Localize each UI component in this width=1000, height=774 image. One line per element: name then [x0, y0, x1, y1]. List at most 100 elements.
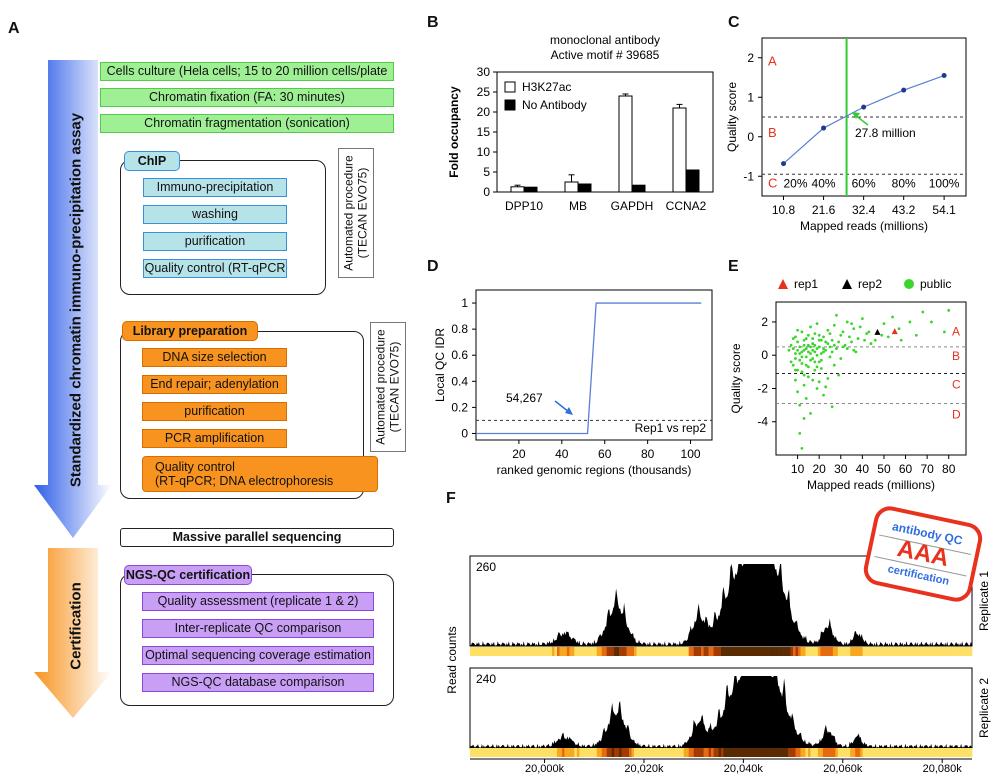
- step-cells-culture: Cells culture (Hela cells; 15 to 20 mill…: [100, 62, 394, 81]
- ngs-step-quality: Quality assessment (replicate 1 & 2): [142, 592, 374, 611]
- chart-f-heat-cell: [542, 748, 545, 757]
- chart-d-line: [476, 302, 702, 435]
- chart-f-heat-cell: [661, 647, 665, 656]
- chart-e-public-point: [835, 313, 838, 317]
- chart-e-public-point: [830, 405, 834, 409]
- chart-f-heat-cell: [862, 748, 866, 757]
- chart-f-heat-cell: [599, 748, 603, 757]
- chart-f-heat-cell: [514, 647, 518, 656]
- chart-c-point: [861, 104, 867, 110]
- chart-f-heat-cell: [780, 647, 784, 656]
- chart-f-heat-cell: [929, 748, 933, 757]
- chart-f-heat-cell: [917, 748, 921, 757]
- chart-f-heat-cell: [529, 748, 533, 757]
- chart-f-heat-cell: [527, 647, 530, 656]
- chip-group: [120, 160, 326, 295]
- chart-f-heat-cell: [959, 647, 963, 656]
- chart-f-heat-cell: [939, 748, 943, 757]
- chart-e-public-point: [824, 385, 828, 389]
- chart-b-category-label: GAPDH: [611, 199, 654, 213]
- chart-f-heat-cell: [579, 748, 583, 757]
- chart-f-heat-cell: [773, 647, 776, 656]
- chart-e-ylabel: Quality score: [729, 343, 743, 413]
- chart-f-heat-cell: [870, 748, 873, 757]
- chart-e-public-point: [794, 378, 797, 382]
- chart-e-public-point: [899, 338, 903, 342]
- chart-f-heat-cell: [698, 647, 702, 656]
- chart-f-heat-cell: [817, 647, 821, 656]
- chart-f-heat-cell: [778, 748, 781, 757]
- chart-e-public-point: [811, 378, 815, 382]
- chart-b-bar: [685, 169, 700, 193]
- chart-f-heat-cell: [899, 647, 903, 656]
- chart-f-heat-cell: [634, 647, 637, 656]
- chart-d-annotation: 54,267: [506, 391, 543, 405]
- chart-f-heat-cell: [723, 748, 727, 757]
- chart-f-heat-cell: [502, 647, 506, 656]
- chart-f-heat-cell: [942, 647, 945, 656]
- chart-f-heat-cell: [479, 748, 483, 757]
- chart-e-public-point: [796, 390, 799, 394]
- chart-f-heat-cell: [825, 748, 829, 757]
- chart-e-public-point: [845, 320, 849, 324]
- panel-label-f: F: [446, 490, 456, 507]
- chart-f-heat-cell: [850, 748, 854, 757]
- chart-f-heat-cell: [862, 647, 866, 656]
- chart-f-heat-cell: [636, 647, 640, 656]
- chart-e-zone-label: C: [952, 377, 961, 391]
- chart-e-xlabel: Mapped reads (millions): [807, 478, 935, 492]
- chart-f-heat-cell: [596, 748, 600, 757]
- chart-e-public-point: [832, 323, 836, 327]
- chart-f-heat-cell: [755, 748, 759, 757]
- chart-e-public-point: [811, 348, 815, 352]
- chart-f-heat-cell: [875, 647, 878, 656]
- chart-b-category-label: CCNA2: [666, 199, 707, 213]
- chart-e-ytick-label: 0: [761, 348, 768, 362]
- chart-f-heat-cell: [865, 647, 868, 656]
- massive-parallel-sequencing: Massive parallel sequencing: [120, 528, 394, 547]
- chart-f-heat-cell: [835, 647, 839, 656]
- chart-e-public-point: [852, 327, 856, 331]
- chart-e-public-point: [817, 333, 821, 337]
- chart-e-public-point: [796, 368, 799, 372]
- chart-b-ytick-label: 5: [483, 165, 490, 179]
- chart-f-heat-cell: [785, 748, 789, 757]
- chart-e-public-point: [822, 350, 825, 354]
- chart-e-public-point: [802, 338, 806, 342]
- chart-e-public-point: [804, 355, 808, 359]
- chart-c-xlabel: Mapped reads (millions): [800, 219, 928, 233]
- chart-e-public-point: [837, 373, 841, 377]
- chart-e-public-point: [817, 338, 821, 342]
- chart-f-heat-cell: [626, 748, 630, 757]
- chart-c-xtick-label: 54.1: [932, 203, 956, 217]
- chart-e-public-point: [802, 348, 806, 352]
- library-title: Library preparation: [122, 321, 258, 341]
- chart-f-heat-cell: [728, 748, 732, 757]
- chart-f-heat-cell: [544, 748, 548, 757]
- chart-f-heat-cell: [671, 647, 675, 656]
- chart-e-public-point: [860, 317, 864, 321]
- chart-c-ylabel: Quality score: [725, 82, 739, 152]
- chart-f-heat-cell: [904, 647, 908, 656]
- chart-e-xtick-label: 60: [899, 462, 913, 476]
- chart-e-public-point: [819, 367, 823, 370]
- chart-f-heat-cell: [875, 748, 878, 757]
- chart-f-heat-cell: [686, 748, 689, 757]
- chart-e-public-point: [798, 345, 802, 349]
- chart-d-xtick-label: 40: [555, 447, 569, 461]
- chart-f-heat-cell: [661, 748, 665, 757]
- chart-f-heat-cell: [532, 748, 535, 757]
- chart-f-heat-cell: [646, 647, 650, 656]
- chip-step-ip: Immuno-precipitation: [143, 178, 287, 197]
- chart-f-heat-cell: [763, 748, 767, 757]
- chart-e-public-point: [794, 352, 797, 355]
- chart-f-track-label: Replicate 2: [977, 678, 991, 738]
- chart-e-public-point: [826, 342, 830, 345]
- chart-e-public-point: [850, 322, 853, 326]
- chart-d-ytick-label: 0.2: [451, 400, 468, 414]
- chart-e-public-point: [800, 362, 804, 365]
- chart-e-public-point: [882, 322, 886, 326]
- chart-f-heat-cell: [914, 748, 918, 757]
- chart-f-heat-cell: [534, 647, 538, 656]
- panel-label-e: E: [728, 258, 739, 275]
